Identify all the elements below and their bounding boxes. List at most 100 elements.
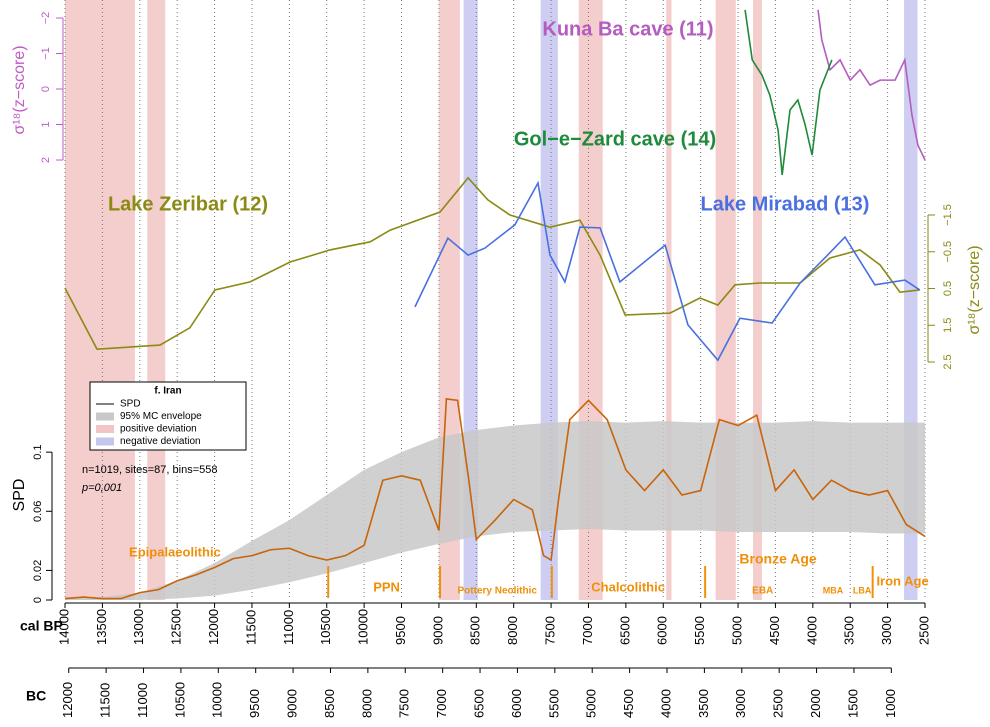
period-label: Iron Age xyxy=(876,573,928,588)
y-tick-label: −2 xyxy=(40,12,52,25)
x-tick-label: 12000 xyxy=(60,682,75,718)
x-tick-label: 9000 xyxy=(285,689,300,718)
series-line xyxy=(744,9,833,176)
y-tick-label: −0.5 xyxy=(942,241,954,263)
x-tick-label: 9000 xyxy=(430,616,445,645)
x-tick-label: 3500 xyxy=(842,616,857,645)
x-tick-label: 1000 xyxy=(883,689,898,718)
series-line xyxy=(414,180,921,362)
x-tick-label: 3000 xyxy=(733,689,748,718)
envelope-area xyxy=(65,421,925,600)
legend-label: 95% MC envelope xyxy=(120,411,202,422)
period-label: EBA xyxy=(752,586,773,597)
series-label: Lake Mirabad (13) xyxy=(701,193,870,215)
x-tick-label: 9500 xyxy=(247,689,262,718)
x-tick-label: 7500 xyxy=(543,616,558,645)
series-line xyxy=(817,9,926,161)
x-tick-label: 6500 xyxy=(617,616,632,645)
stats-text: n=1019, sites=87, bins=558 xyxy=(82,464,217,476)
x-tick-label: 2000 xyxy=(808,689,823,718)
x-tick-label: 10500 xyxy=(318,609,333,645)
x-tick-label: 4500 xyxy=(621,689,636,718)
x-tick-label: 11500 xyxy=(98,683,113,718)
x-tick-label: 5500 xyxy=(546,689,561,718)
y-axis-label: SPD xyxy=(11,479,28,512)
period-label: LBA xyxy=(853,585,872,595)
legend-label: positive deviation xyxy=(120,424,197,435)
x-tick-label: 12000 xyxy=(206,609,221,645)
x-tick-label: 3500 xyxy=(696,689,711,718)
y-tick-label: 2.5 xyxy=(942,354,954,369)
x-tick-label: 11500 xyxy=(243,610,258,645)
x-tick-label: 10000 xyxy=(210,682,225,718)
y-tick-label: 1.5 xyxy=(942,318,954,333)
x-tick-label: 6500 xyxy=(471,689,486,718)
x-axis-label: cal BP xyxy=(20,618,63,634)
x-tick-label: 11000 xyxy=(135,683,150,718)
deviation-band xyxy=(753,0,762,600)
y-tick-label: 1 xyxy=(40,121,52,127)
y-tick-label: −1 xyxy=(40,47,52,60)
stats-text: p=0,001 xyxy=(81,482,122,494)
deviation-band xyxy=(147,0,166,600)
y-tick-label: 2 xyxy=(40,157,52,163)
legend-label: SPD xyxy=(120,399,141,410)
x-tick-label: 2500 xyxy=(916,616,931,645)
y-tick-label: 0.02 xyxy=(32,560,44,581)
x-tick-label: 4500 xyxy=(767,616,782,645)
x-tick-label: 5000 xyxy=(584,689,599,718)
x-tick-label: 8000 xyxy=(359,689,374,718)
x-tick-label: 1500 xyxy=(845,689,860,718)
period-label: MBA xyxy=(823,585,844,595)
y-tick-label: 0 xyxy=(40,86,52,92)
y-tick-label: −1.5 xyxy=(942,204,954,226)
y-axis-label: σ¹⁸(z−score) xyxy=(11,45,28,134)
x-tick-label: 3000 xyxy=(879,616,894,645)
x-tick-label: 7500 xyxy=(397,689,412,718)
legend-swatch xyxy=(96,412,114,421)
legend-swatch xyxy=(96,425,114,433)
series-label: Kuna Ba cave (11) xyxy=(542,18,713,40)
x-tick-label: 6000 xyxy=(509,689,524,718)
x-tick-label: 5000 xyxy=(729,616,744,645)
deviation-band xyxy=(666,0,672,600)
y-tick-label: 0.5 xyxy=(942,281,954,296)
x-tick-label: 13000 xyxy=(131,609,146,645)
x-tick-label: 9500 xyxy=(393,616,408,645)
x-tick-label: 8500 xyxy=(468,616,483,645)
x-tick-label: 5500 xyxy=(692,616,707,645)
series-line xyxy=(64,398,926,600)
x-axis-label: BC xyxy=(26,688,46,704)
period-label: Pottery Neolithic xyxy=(458,586,538,597)
x-tick-label: 10500 xyxy=(172,682,187,718)
legend-swatch xyxy=(96,437,114,446)
x-tick-label: 8000 xyxy=(505,616,520,645)
series-label: Gol−e−Zard cave (14) xyxy=(514,128,716,150)
deviation-band xyxy=(65,0,135,600)
y-tick-label: 0.1 xyxy=(32,444,44,459)
legend-label: negative deviation xyxy=(120,436,201,447)
x-tick-label: 11000 xyxy=(281,610,296,645)
period-label: Epipalaeolithic xyxy=(129,544,221,559)
x-tick-label: 13500 xyxy=(94,609,109,645)
y-axis-label: σ¹⁸(z−score) xyxy=(966,245,983,334)
legend-title: f. Iran xyxy=(154,386,181,397)
series-line xyxy=(64,176,920,350)
x-tick-label: 7000 xyxy=(434,689,449,718)
period-label: PPN xyxy=(373,579,400,594)
y-tick-label: 0.06 xyxy=(32,501,44,522)
legend-box xyxy=(89,381,247,451)
x-tick-label: 2500 xyxy=(771,689,786,718)
x-tick-label: 12500 xyxy=(169,609,184,645)
y-tick-label: 0 xyxy=(32,597,44,603)
x-tick-label: 7000 xyxy=(580,616,595,645)
x-tick-label: 8500 xyxy=(322,689,337,718)
period-label: Bronze Age xyxy=(739,551,816,567)
x-tick-label: 14000 xyxy=(56,609,71,645)
x-tick-label: 4000 xyxy=(804,616,819,645)
x-tick-label: 4000 xyxy=(658,689,673,718)
series-label: Lake Zeribar (12) xyxy=(108,193,268,215)
x-tick-label: 6000 xyxy=(655,616,670,645)
period-label: Chalcolithic xyxy=(591,579,665,594)
